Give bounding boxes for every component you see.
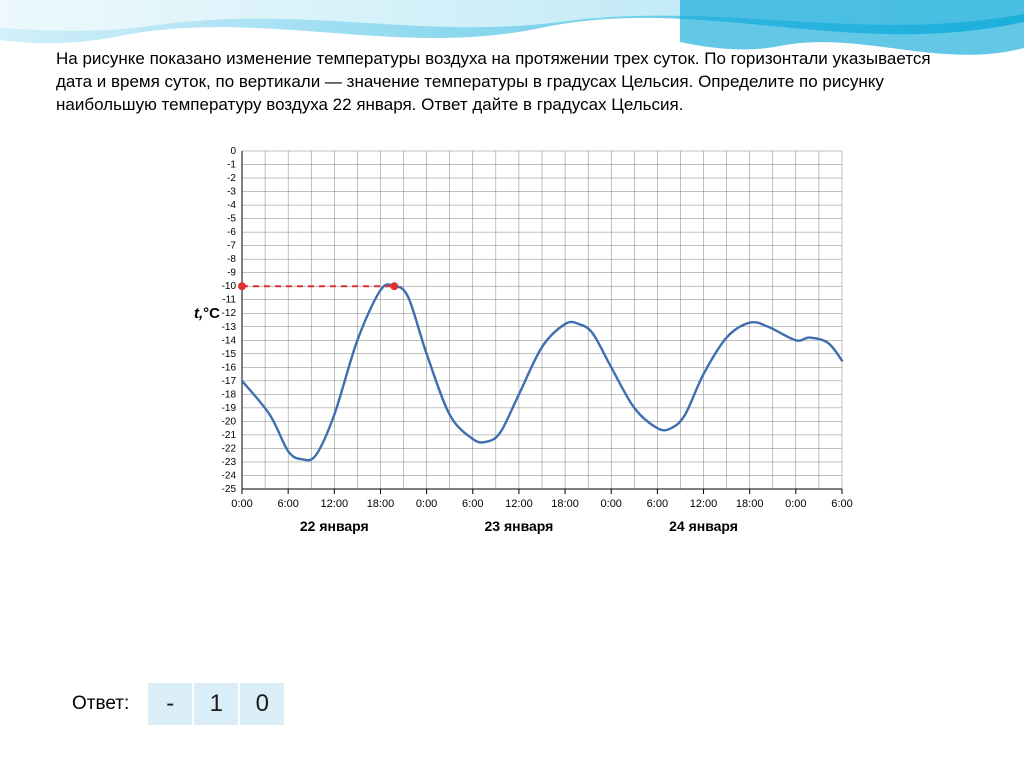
svg-text:-10: -10 (222, 281, 237, 292)
svg-text:-2: -2 (227, 173, 236, 184)
svg-text:-25: -25 (222, 484, 237, 495)
answer-label: Ответ: (72, 693, 129, 715)
svg-text:12:00: 12:00 (505, 498, 533, 510)
svg-text:-19: -19 (222, 403, 237, 414)
svg-text:18:00: 18:00 (367, 498, 395, 510)
svg-text:t,°C: t,°C (194, 305, 220, 322)
svg-text:0:00: 0:00 (785, 498, 806, 510)
svg-text:0: 0 (230, 146, 236, 157)
chart-svg: 0 -1 -2 -3 -4 -5 -6 -7 -8 -9 -10 -11 -12 -13 -14 -15 -16… (152, 139, 872, 569)
svg-text:-12: -12 (222, 308, 237, 319)
svg-text:6:00: 6:00 (277, 498, 298, 510)
svg-text:-18: -18 (222, 389, 237, 400)
svg-text:18:00: 18:00 (736, 498, 764, 510)
svg-text:-15: -15 (222, 349, 237, 360)
svg-text:-5: -5 (227, 213, 236, 224)
svg-text:24 января: 24 января (669, 518, 738, 534)
svg-text:22 января: 22 января (300, 518, 369, 534)
svg-text:-4: -4 (227, 200, 236, 211)
answer-row: Ответ: -10 (72, 682, 285, 726)
svg-text:6:00: 6:00 (831, 498, 852, 510)
svg-text:-21: -21 (222, 430, 237, 441)
answer-digit: 0 (239, 682, 285, 726)
svg-text:-23: -23 (222, 457, 237, 468)
answer-boxes: -10 (147, 682, 285, 726)
svg-text:-7: -7 (227, 240, 236, 251)
svg-text:-11: -11 (222, 295, 236, 306)
svg-text:0:00: 0:00 (601, 498, 622, 510)
svg-text:0:00: 0:00 (416, 498, 437, 510)
svg-text:-16: -16 (222, 362, 237, 373)
slide: На рисунке показано изменение температур… (0, 0, 1024, 768)
svg-text:-3: -3 (227, 186, 236, 197)
svg-text:6:00: 6:00 (462, 498, 483, 510)
svg-text:-1: -1 (227, 159, 236, 170)
svg-text:-8: -8 (227, 254, 236, 265)
svg-text:-9: -9 (227, 267, 236, 278)
svg-text:-17: -17 (222, 376, 237, 387)
svg-text:-6: -6 (227, 227, 236, 238)
temperature-chart: 0 -1 -2 -3 -4 -5 -6 -7 -8 -9 -10 -11 -12 -13 -14 -15 -16… (152, 139, 872, 574)
svg-text:23 января: 23 января (485, 518, 554, 534)
svg-text:18:00: 18:00 (551, 498, 579, 510)
svg-text:0:00: 0:00 (231, 498, 252, 510)
svg-text:-20: -20 (222, 416, 237, 427)
svg-text:-14: -14 (222, 335, 237, 346)
svg-text:12:00: 12:00 (690, 498, 718, 510)
svg-text:6:00: 6:00 (647, 498, 668, 510)
problem-text: На рисунке показано изменение температур… (56, 48, 968, 117)
content-area: На рисунке показано изменение температур… (0, 0, 1024, 574)
answer-digit: - (147, 682, 193, 726)
svg-text:-13: -13 (222, 322, 237, 333)
svg-text:-24: -24 (222, 470, 237, 481)
svg-text:12:00: 12:00 (321, 498, 349, 510)
answer-digit: 1 (193, 682, 239, 726)
svg-text:-22: -22 (222, 443, 237, 454)
